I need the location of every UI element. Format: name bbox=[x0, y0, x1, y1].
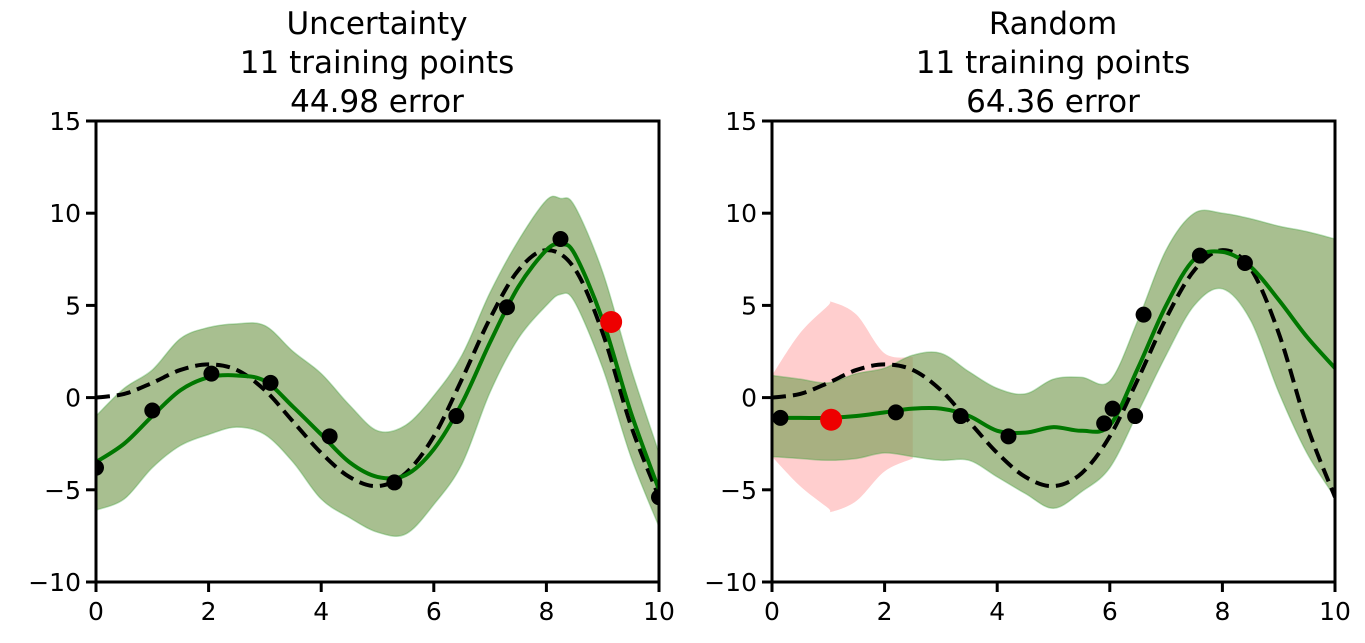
axes-frame bbox=[770, 119, 1337, 584]
y-tick-label: 5 bbox=[65, 291, 81, 320]
title-line-3: 64.36 error bbox=[966, 84, 1140, 120]
x-tick-label: 4 bbox=[989, 597, 1005, 626]
x-tick-label: 0 bbox=[764, 597, 780, 626]
new-query-point bbox=[820, 408, 843, 431]
training-point bbox=[1127, 408, 1144, 425]
plot-area bbox=[772, 209, 1335, 513]
training-point bbox=[1000, 428, 1017, 445]
x-tick-label: 2 bbox=[201, 597, 217, 626]
red-uncertainty-band bbox=[96, 196, 659, 537]
y-tick-label: −5 bbox=[44, 476, 81, 505]
x-tick-label: 2 bbox=[877, 597, 893, 626]
green-uncertainty-band bbox=[772, 209, 1335, 509]
x-tick-label: 8 bbox=[1214, 597, 1230, 626]
training-point bbox=[651, 489, 659, 506]
training-point bbox=[203, 365, 220, 382]
y-tick-label: 10 bbox=[49, 199, 81, 228]
green-uncertainty-band bbox=[96, 195, 659, 537]
title-line-3: 44.98 error bbox=[290, 84, 464, 120]
title-line-1: Random bbox=[989, 6, 1117, 42]
y-tick-label: 15 bbox=[725, 107, 757, 136]
x-tick-label: 10 bbox=[1319, 597, 1351, 626]
axes-frame bbox=[94, 119, 661, 584]
x-tick-label: 6 bbox=[426, 597, 442, 626]
true-function-line bbox=[772, 248, 1335, 498]
y-tick-label: 0 bbox=[741, 384, 757, 413]
y-tick-label: 0 bbox=[65, 384, 81, 413]
training-point bbox=[498, 299, 515, 316]
training-point bbox=[552, 231, 569, 248]
training-point bbox=[144, 402, 161, 419]
y-tick-label: 15 bbox=[49, 107, 81, 136]
y-tick-label: −10 bbox=[704, 568, 757, 597]
training-point bbox=[772, 409, 789, 426]
training-point bbox=[1191, 247, 1208, 264]
training-point bbox=[96, 459, 104, 476]
title-line-1: Uncertainty bbox=[286, 6, 467, 42]
title-line-2: 11 training points bbox=[916, 45, 1190, 81]
y-tick-label: −10 bbox=[28, 568, 81, 597]
training-point bbox=[1096, 415, 1113, 432]
x-tick-label: 6 bbox=[1102, 597, 1118, 626]
y-tick-label: −5 bbox=[720, 476, 757, 505]
posterior-mean-line bbox=[96, 242, 659, 491]
plot-area bbox=[96, 195, 659, 537]
red-uncertainty-band bbox=[772, 300, 913, 513]
training-point bbox=[262, 374, 279, 391]
training-point bbox=[1236, 254, 1253, 271]
title-line-2: 11 training points bbox=[240, 45, 514, 81]
training-point bbox=[448, 408, 465, 425]
true-function-line bbox=[96, 248, 659, 498]
subplot-random: Random 11 training points 64.36 error 0 2… bbox=[704, 6, 1351, 626]
x-tick-label: 0 bbox=[88, 597, 104, 626]
training-point bbox=[1104, 400, 1121, 417]
x-tick-label: 8 bbox=[538, 597, 554, 626]
training-point bbox=[952, 408, 969, 425]
training-point bbox=[321, 428, 338, 445]
new-query-point bbox=[600, 310, 623, 333]
x-tick-label: 10 bbox=[643, 597, 675, 626]
y-tick-label: 5 bbox=[741, 291, 757, 320]
x-tick-label: 4 bbox=[313, 597, 329, 626]
training-point bbox=[1135, 306, 1152, 323]
y-tick-label: 10 bbox=[725, 199, 757, 228]
training-point bbox=[887, 404, 904, 421]
red-uncertainty-band bbox=[772, 210, 1335, 509]
training-point bbox=[386, 474, 403, 491]
subplot-uncertainty: Uncertainty 11 training points 44.98 err… bbox=[28, 6, 675, 626]
